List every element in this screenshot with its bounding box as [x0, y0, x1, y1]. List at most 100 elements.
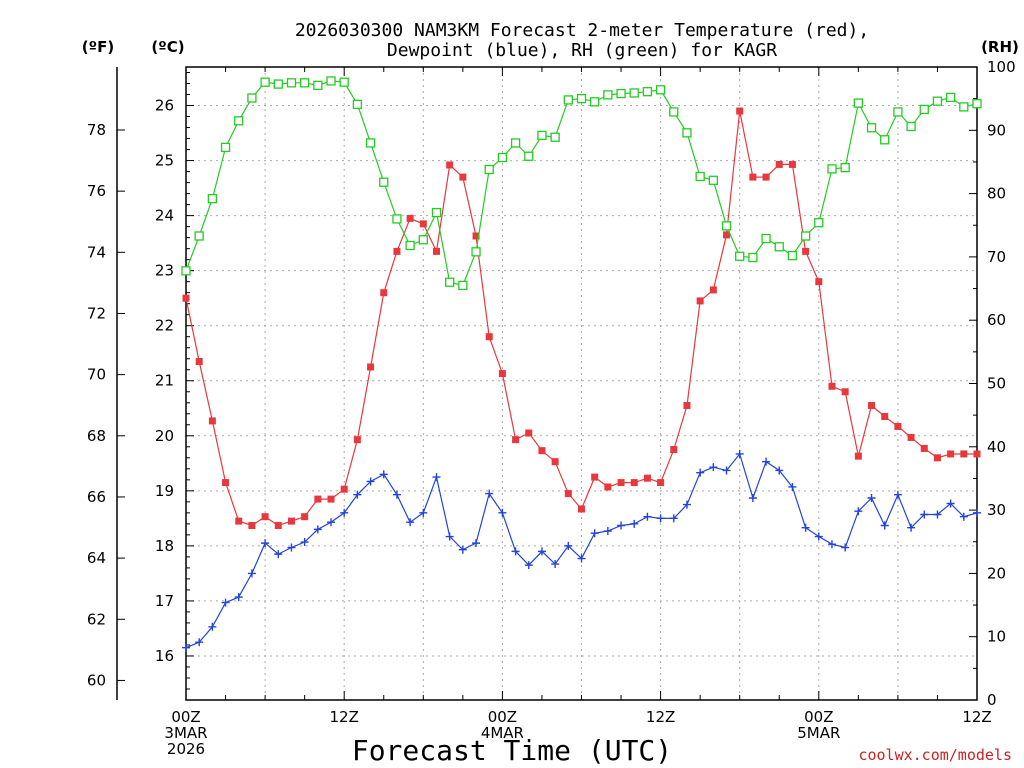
rh-point: [194, 231, 204, 241]
dewpoint-point: [498, 508, 507, 517]
temperature-point: [301, 513, 309, 521]
dewpoint-point: [682, 500, 691, 509]
rh-point: [735, 251, 745, 261]
temperature-point: [340, 485, 348, 493]
temperature-point: [762, 173, 770, 181]
rh-point: [273, 79, 283, 89]
rh-point: [787, 250, 798, 261]
dewpoint-point: [511, 547, 520, 556]
temperature-point: [393, 247, 401, 255]
rh-tick-label: 80: [987, 185, 1006, 203]
temperature-point: [775, 160, 783, 168]
grid-lines: [186, 67, 977, 700]
temperature-point: [907, 433, 915, 441]
rh-point: [721, 221, 732, 231]
axes: [116, 66, 978, 701]
temperature-point: [868, 402, 876, 410]
dewpoint-point: [656, 514, 665, 523]
fahrenheit-tick-label: 76: [87, 182, 106, 200]
rh-point: [234, 116, 244, 126]
rh-point: [313, 80, 323, 91]
temperature-point: [485, 333, 493, 341]
dewpoint-point: [221, 598, 230, 607]
dewpoint-point: [445, 532, 454, 541]
temperature-point: [406, 214, 414, 222]
temperature-point: [208, 417, 216, 425]
temperature-point: [947, 450, 955, 458]
temperature-point: [815, 278, 823, 286]
temperature-point: [841, 388, 849, 396]
time-tick-label: 2026: [167, 740, 205, 758]
rh-tick-label: 70: [987, 248, 1006, 266]
dewpoint-point: [472, 539, 481, 548]
temperature-point: [973, 450, 981, 458]
celsius-unit-label: (ºC): [151, 38, 184, 56]
rh-unit-label: (RH): [981, 38, 1019, 56]
fahrenheit-tick-label: 62: [87, 610, 106, 628]
rh-point: [972, 99, 982, 109]
temperature-point: [657, 479, 665, 487]
fahrenheit-unit-label: (ºF): [82, 38, 114, 56]
dewpoint-point: [485, 489, 494, 498]
dewpoint-point: [827, 540, 836, 549]
rh-point: [510, 138, 521, 148]
rh-tick-label: 10: [987, 628, 1006, 646]
temperature-point: [604, 483, 612, 491]
rh-tick-label: 20: [987, 564, 1006, 582]
temperature-point: [828, 382, 836, 390]
rh-point: [827, 164, 837, 174]
temperature-point: [459, 173, 467, 181]
celsius-tick-label: 24: [155, 207, 174, 225]
temperature-point: [327, 495, 335, 503]
fahrenheit-tick-label: 68: [87, 427, 106, 445]
series-dewpoint: [182, 449, 981, 652]
celsius-tick-label: 19: [155, 482, 174, 500]
rh-point: [471, 247, 481, 257]
time-tick-label: 00Z: [171, 708, 200, 726]
temperature-point: [538, 447, 546, 455]
dewpoint-point: [590, 529, 599, 538]
dewpoint-point: [617, 521, 626, 530]
rh-tick-label: 60: [987, 311, 1006, 329]
temperature-point: [195, 357, 203, 365]
celsius-tick-label: 20: [155, 427, 174, 445]
rh-point: [326, 76, 336, 86]
temperature-point: [261, 513, 269, 521]
dewpoint-point: [261, 539, 270, 548]
temperature-point: [367, 363, 375, 371]
rh-point: [181, 266, 191, 276]
rh-point: [642, 87, 653, 97]
plot-frame: [185, 66, 978, 701]
celsius-tick-label: 25: [155, 152, 174, 170]
fahrenheit-tick-label: 78: [87, 121, 106, 139]
dewpoint-point: [603, 527, 612, 536]
temperature-point: [380, 289, 388, 297]
temperature-point: [749, 173, 757, 181]
temperature-point: [881, 413, 889, 421]
dewpoint-point: [762, 457, 771, 466]
rh-point: [220, 142, 231, 153]
temperature-point: [854, 452, 862, 460]
rh-tick-label: 0: [987, 691, 997, 709]
rh-point: [893, 107, 903, 117]
dewpoint-point: [643, 512, 652, 521]
temperature-point: [498, 370, 506, 378]
dewpoint-point: [946, 499, 955, 508]
celsius-tick-label: 26: [155, 97, 174, 115]
dewpoint-point: [814, 532, 823, 541]
dewpoint-point: [353, 490, 362, 499]
temperature-point: [617, 479, 625, 487]
temperature-point: [432, 247, 440, 255]
dewpoint-point: [327, 518, 336, 527]
fahrenheit-tick-label: 70: [87, 366, 106, 384]
dewpoint-point: [432, 473, 441, 482]
time-tick-label: 5MAR: [797, 724, 840, 742]
rh-point: [431, 207, 442, 218]
dewpoint-point: [524, 561, 533, 570]
fahrenheit-tick-label: 74: [87, 243, 106, 261]
temperature-point: [630, 479, 638, 487]
dewpoint-point: [182, 643, 190, 652]
rh-point: [866, 123, 877, 133]
dewpoint-point: [722, 466, 731, 475]
rh-point: [207, 194, 218, 204]
